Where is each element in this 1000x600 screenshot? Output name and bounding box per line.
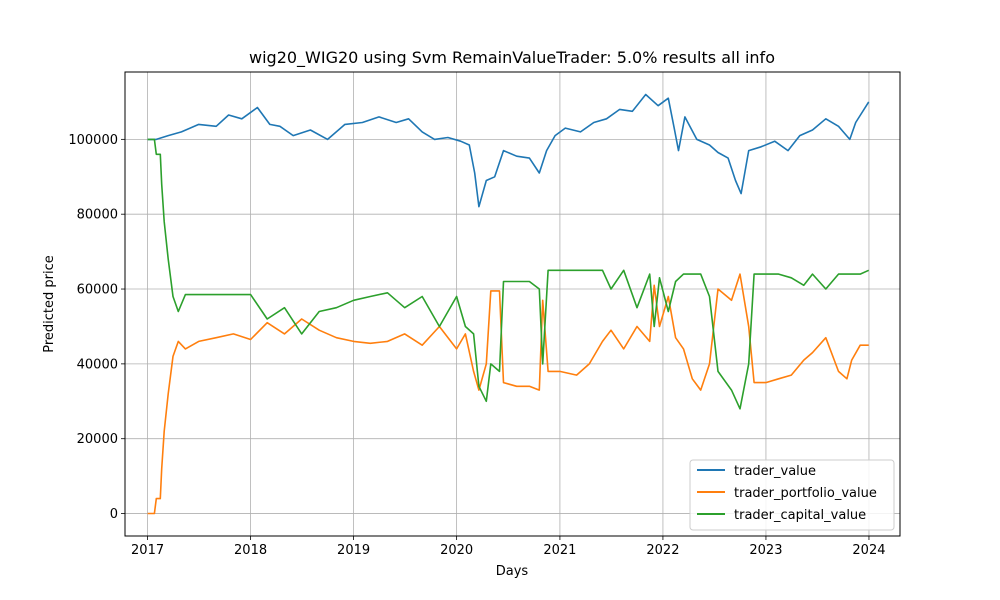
legend-box (689, 459, 895, 531)
legend: trader_value trader_portfolio_value trad… (689, 459, 895, 531)
x-tick-label-2017: 2017 (131, 543, 164, 558)
x-tick-label-2019: 2019 (337, 543, 370, 558)
legend-label-trader-value: trader_value (734, 464, 816, 479)
legend-label-trader-capital-value: trader_capital_value (734, 508, 866, 523)
x-tick-label-2020: 2020 (440, 543, 473, 558)
series-line-trader-capital-value (147, 138, 870, 410)
x-tick-label-2024: 2024 (852, 543, 885, 558)
grid-lines (125, 72, 900, 536)
y-tick-label-100000: 100000 (68, 133, 118, 148)
y-tick-label-80000: 80000 (77, 208, 118, 223)
y-tick-label-60000: 60000 (77, 283, 118, 298)
x-tick-label-2022: 2022 (646, 543, 679, 558)
plot-frame (124, 71, 901, 537)
y-axis-ticks: 0 20000 40000 60000 80000 100000 (68, 133, 125, 522)
y-tick-label-40000: 40000 (77, 357, 118, 372)
x-axis-label: Days (496, 564, 529, 579)
y-tick-label-20000: 20000 (77, 432, 118, 447)
series-line-trader-value (147, 93, 870, 208)
x-tick-label-2021: 2021 (543, 543, 576, 558)
x-tick-label-2018: 2018 (234, 543, 267, 558)
y-tick-label-0: 0 (110, 507, 118, 522)
series-lines (147, 93, 870, 515)
series-line-trader-portfolio-value (147, 273, 869, 515)
y-axis-label: Predicted price (42, 255, 57, 353)
chart-title: wig20_WIG20 using Svm RemainValueTrader:… (249, 48, 775, 68)
plot-area (125, 72, 900, 536)
legend-label-trader-portfolio-value: trader_portfolio_value (734, 486, 877, 501)
x-tick-label-2023: 2023 (749, 543, 782, 558)
x-axis-ticks: 2017 2018 2019 2020 2021 2022 2023 2024 (131, 536, 886, 558)
